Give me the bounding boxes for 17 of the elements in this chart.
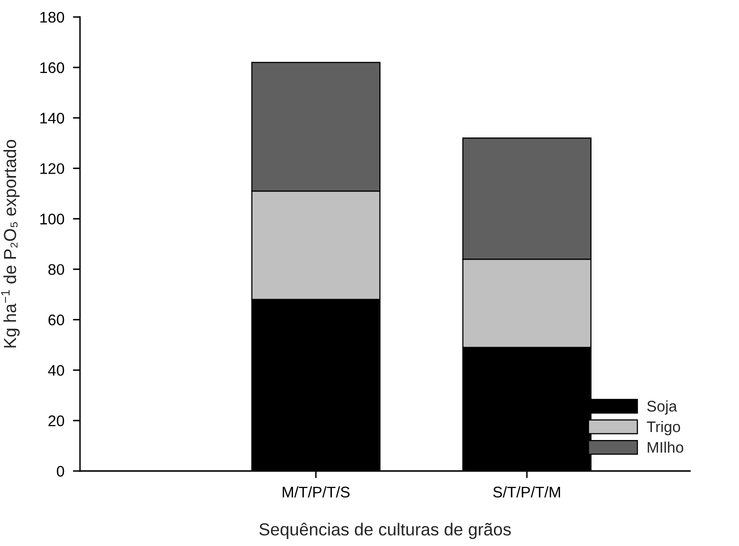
- y-tick-label: 40: [48, 364, 64, 376]
- legend-label: Soja: [647, 400, 678, 415]
- legend-label: MIlho: [648, 442, 684, 453]
- y-tick-label: 120: [40, 163, 64, 174]
- x-tick-label: S/T/P/T/M: [493, 486, 560, 498]
- y-tick-label: 0: [56, 466, 64, 477]
- y-tick-label: 180: [40, 12, 64, 23]
- y-tick-label: 20: [48, 415, 64, 426]
- y-axis-title: Kg ha$^{−1}$ de P₂O₅ exportado: [1, 140, 20, 348]
- y-tick-label: 60: [48, 314, 64, 326]
- y-tick-label: 80: [48, 264, 64, 275]
- y-tick-label: 100: [40, 214, 64, 224]
- x-tick-label: M/T/P/T/S: [282, 486, 350, 498]
- y-tick-label: 140: [40, 112, 64, 124]
- x-axis-title: Sequências de culturas de grãos: [259, 522, 511, 539]
- legend-label: Trigo: [646, 420, 680, 436]
- y-tick-label: 160: [40, 62, 64, 74]
